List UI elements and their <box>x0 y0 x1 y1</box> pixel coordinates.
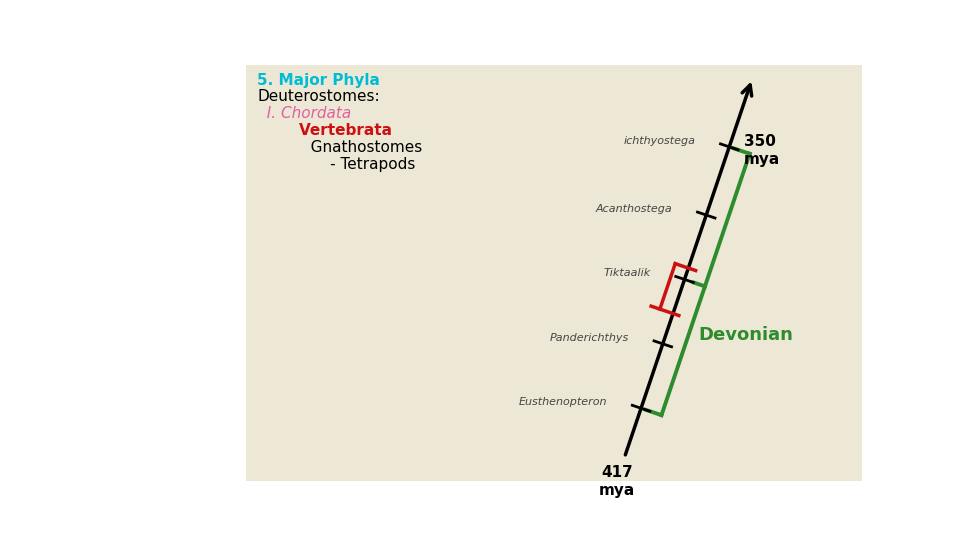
Text: 5. Major Phyla: 5. Major Phyla <box>257 72 380 87</box>
Text: Panderichthys: Panderichthys <box>550 333 629 343</box>
Text: Gnathostomes: Gnathostomes <box>257 140 422 156</box>
Text: Acanthostega: Acanthostega <box>596 204 673 214</box>
Bar <box>246 65 861 481</box>
Text: ichthyostega: ichthyostega <box>624 136 696 146</box>
Text: I. Chordata: I. Chordata <box>257 106 351 122</box>
Text: Deuterostomes:: Deuterostomes: <box>257 90 380 104</box>
Text: 417
mya: 417 mya <box>599 465 635 497</box>
Text: Vertebrata: Vertebrata <box>257 123 392 138</box>
Text: Devonian: Devonian <box>698 326 793 344</box>
Text: Eusthenopteron: Eusthenopteron <box>519 397 608 407</box>
Text: - Tetrapods: - Tetrapods <box>257 157 416 172</box>
Text: Tiktaalik: Tiktaalik <box>604 268 651 278</box>
Text: 350
mya: 350 mya <box>744 134 780 167</box>
